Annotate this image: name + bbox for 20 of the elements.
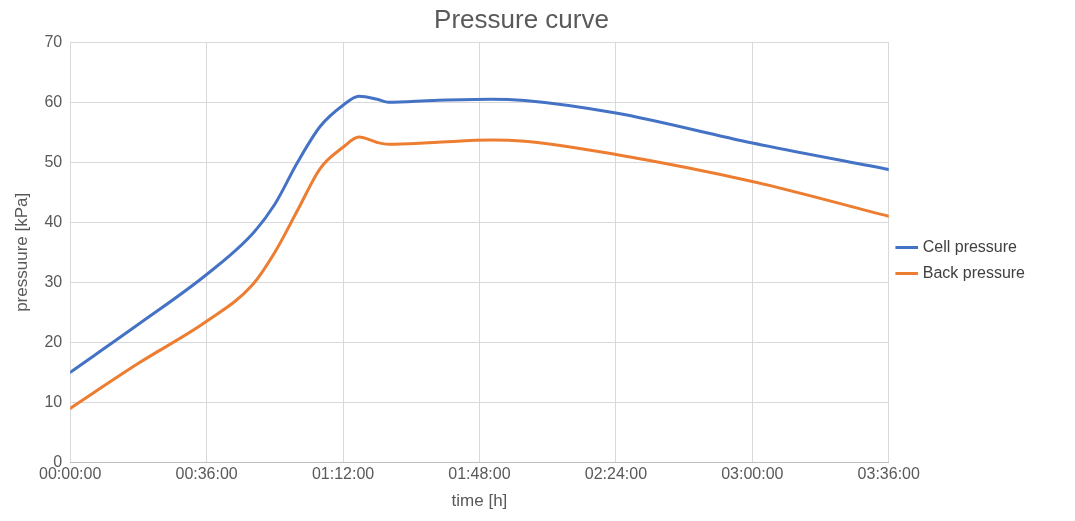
x-tick-label: 00:36:00 <box>175 465 238 483</box>
line-series <box>70 94 889 374</box>
y-tick-label: 40 <box>44 212 63 230</box>
y-axis-title: pressuure [kPa] <box>11 192 31 312</box>
y-tick-label: 20 <box>44 332 63 350</box>
legend-label: Back pressure <box>922 263 1026 281</box>
x-tick-label: 01:12:00 <box>311 465 375 483</box>
y-tick-label: 30 <box>44 272 63 290</box>
y-tick-label: 70 <box>44 32 63 50</box>
legend-label: Cell pressure <box>922 237 1018 255</box>
x-tick-label: 01:48:00 <box>448 465 511 483</box>
x-tick-label: 03:36:00 <box>857 465 920 483</box>
chart-title: Pressure curve <box>434 3 609 34</box>
y-tick-label: 50 <box>44 152 63 170</box>
line-series <box>70 135 889 410</box>
x-tick-label: 03:00:00 <box>721 465 784 483</box>
x-tick-label: 02:24:00 <box>584 465 648 483</box>
y-tick-label: 10 <box>44 392 63 410</box>
y-tick-label: 60 <box>44 92 63 110</box>
x-axis-title: time [h] <box>451 491 508 511</box>
